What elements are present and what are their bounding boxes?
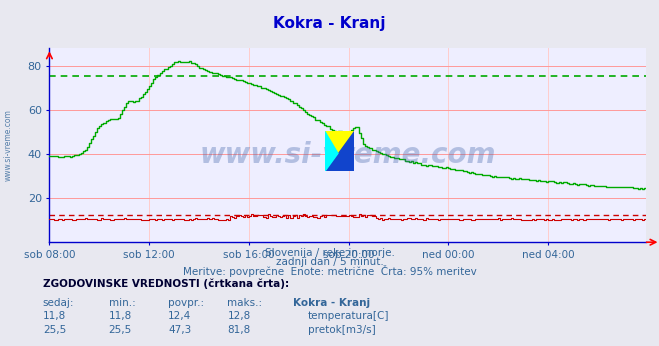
Text: sedaj:: sedaj:	[43, 298, 74, 308]
Text: Slovenija / reke in morje.: Slovenija / reke in morje.	[264, 248, 395, 258]
Text: 11,8: 11,8	[109, 311, 132, 321]
Text: www.si-vreme.com: www.si-vreme.com	[200, 141, 496, 169]
Text: temperatura[C]: temperatura[C]	[308, 311, 389, 321]
Text: maks.:: maks.:	[227, 298, 262, 308]
Text: 25,5: 25,5	[43, 325, 66, 335]
Polygon shape	[325, 131, 354, 171]
Text: 12,4: 12,4	[168, 311, 191, 321]
Text: 12,8: 12,8	[227, 311, 250, 321]
Text: 25,5: 25,5	[109, 325, 132, 335]
Polygon shape	[325, 131, 338, 171]
Text: www.si-vreme.com: www.si-vreme.com	[3, 109, 13, 181]
Text: 81,8: 81,8	[227, 325, 250, 335]
Text: Kokra - Kranj: Kokra - Kranj	[273, 16, 386, 30]
Text: Meritve: povprečne  Enote: metrične  Črta: 95% meritev: Meritve: povprečne Enote: metrične Črta:…	[183, 265, 476, 277]
Text: Kokra - Kranj: Kokra - Kranj	[293, 298, 370, 308]
Polygon shape	[325, 131, 354, 171]
Text: pretok[m3/s]: pretok[m3/s]	[308, 325, 376, 335]
Text: 47,3: 47,3	[168, 325, 191, 335]
Text: zadnji dan / 5 minut.: zadnji dan / 5 minut.	[275, 257, 384, 267]
Text: 11,8: 11,8	[43, 311, 66, 321]
Text: ZGODOVINSKE VREDNOSTI (črtkana črta):: ZGODOVINSKE VREDNOSTI (črtkana črta):	[43, 279, 289, 289]
Text: min.:: min.:	[109, 298, 136, 308]
Text: povpr.:: povpr.:	[168, 298, 204, 308]
